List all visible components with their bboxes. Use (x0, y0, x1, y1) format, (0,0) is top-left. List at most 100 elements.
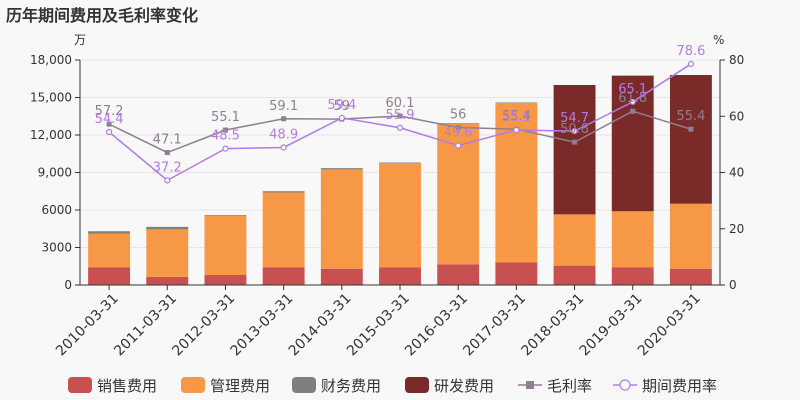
bar-segment (495, 102, 538, 104)
bar-segment (320, 168, 363, 170)
bar-segment (262, 192, 305, 268)
bar-segment (669, 268, 712, 285)
bar-segment (669, 75, 712, 204)
bar-segment (437, 264, 480, 285)
right-tick-label: 80 (729, 53, 744, 67)
legend[interactable]: 销售费用 管理费用 财务费用 研发费用 毛利率 期间费用率 (68, 377, 717, 395)
data-label: 55.4 (676, 109, 705, 124)
legend-swatch (181, 377, 205, 393)
line-point (222, 127, 228, 133)
legend-label[interactable]: 期间费用率 (642, 377, 717, 395)
left-axis-unit: 万 (74, 33, 86, 47)
data-label: 59.4 (327, 98, 356, 113)
bar-segment (553, 85, 596, 215)
data-label: 59 (334, 99, 351, 114)
bar-segment (379, 163, 421, 268)
left-tick-label: 15,000 (30, 91, 72, 105)
line-point (281, 116, 287, 122)
data-label: 48.9 (269, 127, 298, 142)
left-tick-label: 3000 (41, 241, 72, 255)
data-label: 54.7 (560, 111, 589, 126)
bar-segment (88, 233, 131, 268)
data-label: 56 (450, 108, 467, 123)
bar-segment (379, 267, 421, 285)
line-series (105, 60, 695, 184)
legend-label[interactable]: 销售费用 (97, 377, 157, 395)
data-label: 54.4 (95, 112, 124, 127)
data-label: 65.1 (618, 82, 647, 97)
bar-segment (379, 162, 421, 164)
line-point (630, 108, 636, 114)
bar-segment (204, 215, 247, 216)
data-label: 55.1 (502, 110, 531, 125)
line-point (105, 128, 113, 136)
right-tick-label: 0 (729, 278, 737, 292)
line-point (629, 98, 636, 106)
legend-label[interactable]: 财务费用 (321, 377, 381, 395)
line-point (280, 144, 287, 151)
data-label: 37.2 (153, 160, 182, 175)
bar-segment (437, 123, 480, 124)
data-label: 61.8 (618, 91, 647, 106)
left-tick-label: 12,000 (30, 128, 72, 142)
data-label: 55.9 (386, 108, 415, 123)
line-point (455, 142, 462, 149)
line-point (455, 125, 461, 130)
line-point (396, 124, 404, 131)
left-tick-label: 9,000 (38, 166, 72, 180)
line-point (688, 126, 694, 132)
right-axis-unit: % (713, 33, 724, 47)
legend-marker (526, 381, 534, 389)
line-point (687, 60, 695, 68)
data-label: 78.6 (676, 44, 705, 59)
legend-swatch (68, 377, 92, 393)
bar-segment (146, 276, 189, 285)
bar-segment (553, 214, 596, 266)
legend-swatch (292, 377, 316, 393)
data-label: 59.1 (269, 99, 298, 114)
line-point (571, 128, 578, 135)
data-label: 55.4 (502, 109, 531, 124)
left-tick-label: 0 (64, 278, 72, 292)
bar-segment (146, 229, 189, 277)
data-label: 47.1 (153, 133, 182, 148)
line-point (513, 126, 520, 134)
legend-marker (619, 379, 631, 391)
bar-segment (88, 231, 131, 234)
bar-segment (262, 191, 305, 193)
legend-swatch (405, 377, 429, 393)
bar-segment (262, 267, 305, 285)
legend-label[interactable]: 研发费用 (434, 377, 494, 395)
data-labels: 57.2 47.1 55.1 59.1 59 60.1 56 55.4 50.8 61.8 55.4… (95, 44, 706, 175)
data-label: 48.5 (211, 129, 240, 144)
bar-segment (553, 265, 596, 285)
bar-segment (88, 267, 131, 285)
x-tick-label: 2020-03-31 (635, 291, 704, 360)
legend-label[interactable]: 管理费用 (210, 377, 270, 395)
chart-title: 历年期间费用及毛利率变化 (6, 6, 199, 25)
right-tick-label: 60 (729, 109, 744, 123)
bar-segment (495, 262, 538, 285)
right-tick-label: 40 (729, 166, 744, 180)
bar-segment (204, 275, 247, 285)
data-label: 55.1 (211, 110, 240, 125)
data-label: 60.1 (386, 96, 415, 111)
line-point (164, 177, 171, 184)
bar-segment (611, 211, 654, 268)
bar-segment (669, 203, 712, 269)
line-point (164, 150, 170, 156)
data-label: 50.8 (560, 122, 589, 137)
line-point (222, 145, 229, 152)
line-point (338, 114, 345, 122)
data-label: 49.6 (444, 126, 473, 141)
right-tick-label: 20 (729, 222, 744, 236)
line-point (572, 139, 578, 145)
bar-segment (204, 215, 247, 275)
data-label: 57.2 (95, 104, 124, 119)
left-tick-label: 18,000 (30, 53, 72, 67)
legend-label[interactable]: 毛利率 (547, 377, 592, 395)
left-tick-label: 6000 (41, 203, 72, 217)
bar-segment (611, 267, 654, 285)
line-point (106, 121, 112, 127)
